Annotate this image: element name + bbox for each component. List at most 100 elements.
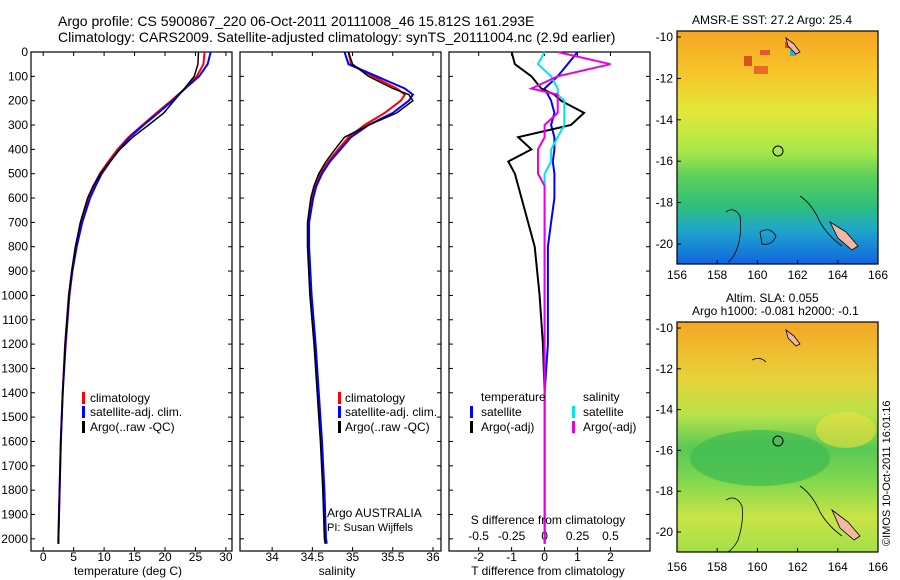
imos-credit: ©IMOS 10-Oct-2011 16:01:16	[881, 400, 893, 546]
map-lat-label: -16	[656, 154, 674, 168]
sst-map-title: AMSR-E SST: 27.2 Argo: 25.4	[692, 13, 853, 27]
map-lon-label: 162	[788, 560, 808, 574]
depth-tick-label: 200	[8, 94, 28, 108]
x-tick-label: 2	[607, 550, 614, 564]
x-tick-label: 0	[541, 550, 548, 564]
temperature-legend: climatology satellite-adj. clim. Argo(..…	[82, 391, 182, 434]
x-tick-label: 15	[128, 550, 142, 564]
x-tick-label: 10	[97, 550, 111, 564]
legend-climatology: climatology	[90, 391, 150, 405]
x-tick-label: 0	[40, 550, 47, 564]
depth-tick-label: 1900	[1, 507, 28, 521]
x-tick-label: 5	[70, 550, 77, 564]
pi-credit: PI: Susan Wijffels	[327, 522, 413, 534]
legend-salinity-header: salinity	[583, 390, 620, 404]
difference-panel-frame	[448, 51, 651, 552]
x-tick-label: 36	[426, 550, 440, 564]
map-lon-label: 158	[707, 268, 727, 282]
depth-tick-label: 100	[8, 69, 28, 83]
bathymetry-contour	[725, 497, 743, 553]
depth-axis: 0 100 200 300 400 500 600 700 800 900 1000 1100 1200…	[1, 45, 650, 546]
map-lat-label: -18	[656, 196, 674, 210]
new-caledonia-shape	[831, 508, 861, 541]
legend-sal-argo: Argo(-adj)	[583, 420, 636, 434]
map-lat-label: -20	[656, 525, 674, 539]
difference-x-axis: -2 -1 0 1 2-0.5 -0.25 0 0.25 0.5	[468, 52, 619, 564]
new-caledonia-shape	[829, 220, 859, 251]
s-tick-label: -0.25	[498, 529, 526, 543]
x-tick-label: 35.5	[381, 550, 405, 564]
depth-tick-label: 600	[8, 191, 28, 205]
sst-warm-patch	[744, 56, 752, 66]
x-tick-label: 1	[574, 550, 581, 564]
sst-map	[676, 30, 879, 265]
x-tick-label: 35	[346, 550, 360, 564]
legend-satellite-swatch	[82, 406, 85, 418]
bathymetry-contour	[799, 195, 843, 247]
legend-climatology: climatology	[345, 391, 405, 405]
temperature-climatology-curve	[57, 51, 206, 544]
depth-tick-label: 0	[21, 45, 28, 59]
x-tick-label: 34	[265, 550, 279, 564]
temp-satellite-diff-curve	[543, 51, 579, 544]
depth-tick-label: 500	[8, 167, 28, 181]
depth-tick-label: 2000	[1, 532, 28, 546]
temperature-axis-label: temperature (deg C)	[74, 564, 182, 578]
map-axes: 156 158 160 162 164 166 -10 -12 -14 -16 -18 -20 156 1…	[656, 30, 889, 574]
temperature-argo-curve	[57, 51, 200, 544]
chart-title-line1: Argo profile: CS 5900867_220 06-Oct-2011…	[58, 13, 535, 29]
depth-tick-label: 700	[8, 215, 28, 229]
sst-cool-patch	[790, 50, 796, 56]
depth-tick-label: 1400	[1, 386, 28, 400]
s-tick-label: -0.5	[468, 529, 489, 543]
map-lon-label: 162	[788, 268, 808, 282]
s-tick-label: 0.25	[566, 529, 590, 543]
salinity-x-axis: 34 34.5 35 35.5 36	[265, 52, 440, 564]
map-lon-label: 158	[707, 560, 727, 574]
sla-map	[676, 321, 879, 553]
sla-map-frame	[676, 321, 879, 553]
legend-argo-swatch	[338, 421, 341, 433]
legend-argo: Argo(..raw -QC)	[345, 420, 430, 434]
sst-map-frame	[676, 30, 879, 265]
x-tick-label: -2	[473, 550, 484, 564]
map-lon-label: 164	[828, 268, 848, 282]
legend-satellite: satellite-adj. clim.	[90, 405, 182, 419]
sla-map-title-line2: Argo h1000: -0.081 h2000: -0.1	[692, 304, 859, 318]
salinity-legend: climatology satellite-adj. clim. Argo(..…	[338, 391, 437, 434]
map-lon-label: 160	[747, 268, 767, 282]
salinity-panel-frame	[239, 51, 442, 552]
s-difference-axis-label: S difference from climatology	[471, 513, 626, 527]
legend-sal-satellite-swatch	[572, 406, 575, 418]
map-lat-label: -10	[656, 321, 674, 335]
sst-warm-patch	[760, 50, 770, 55]
argo-float-position-marker	[772, 145, 784, 157]
legend-satellite-swatch	[338, 406, 341, 418]
x-tick-label: 20	[158, 550, 172, 564]
depth-tick-label: 900	[8, 264, 28, 278]
x-tick-label: 25	[189, 550, 203, 564]
map-lon-label: 156	[667, 560, 687, 574]
sla-map-title-line1: Altim. SLA: 0.055	[726, 291, 819, 305]
depth-tick-label: 1000	[1, 288, 28, 302]
s-tick-label: 0.5	[602, 529, 619, 543]
map-lat-label: -18	[656, 484, 674, 498]
chart-title-line2: Climatology: CARS2009. Satellite-adjuste…	[58, 29, 616, 45]
salinity-argo-curve	[306, 51, 414, 544]
legend-temp-argo-swatch	[470, 421, 473, 433]
temp-argo-diff-curve	[506, 51, 586, 544]
bathymetry-contour	[725, 209, 742, 263]
legend-climatology-swatch	[82, 392, 85, 404]
t-difference-axis-label: T difference from climatology	[471, 564, 625, 578]
temperature-x-axis: 0 5 10 15 20 25 30	[40, 52, 233, 564]
sst-map-field	[677, 31, 878, 264]
map-lat-label: -14	[656, 113, 674, 127]
temperature-panel-frame	[30, 51, 233, 552]
x-tick-label: 34.5	[301, 550, 325, 564]
map-lon-label: 166	[868, 560, 888, 574]
sla-high-region	[816, 412, 876, 448]
map-lat-label: -12	[656, 362, 674, 376]
map-lat-label: -12	[656, 71, 674, 85]
sal-argo-diff-curve	[528, 51, 611, 544]
